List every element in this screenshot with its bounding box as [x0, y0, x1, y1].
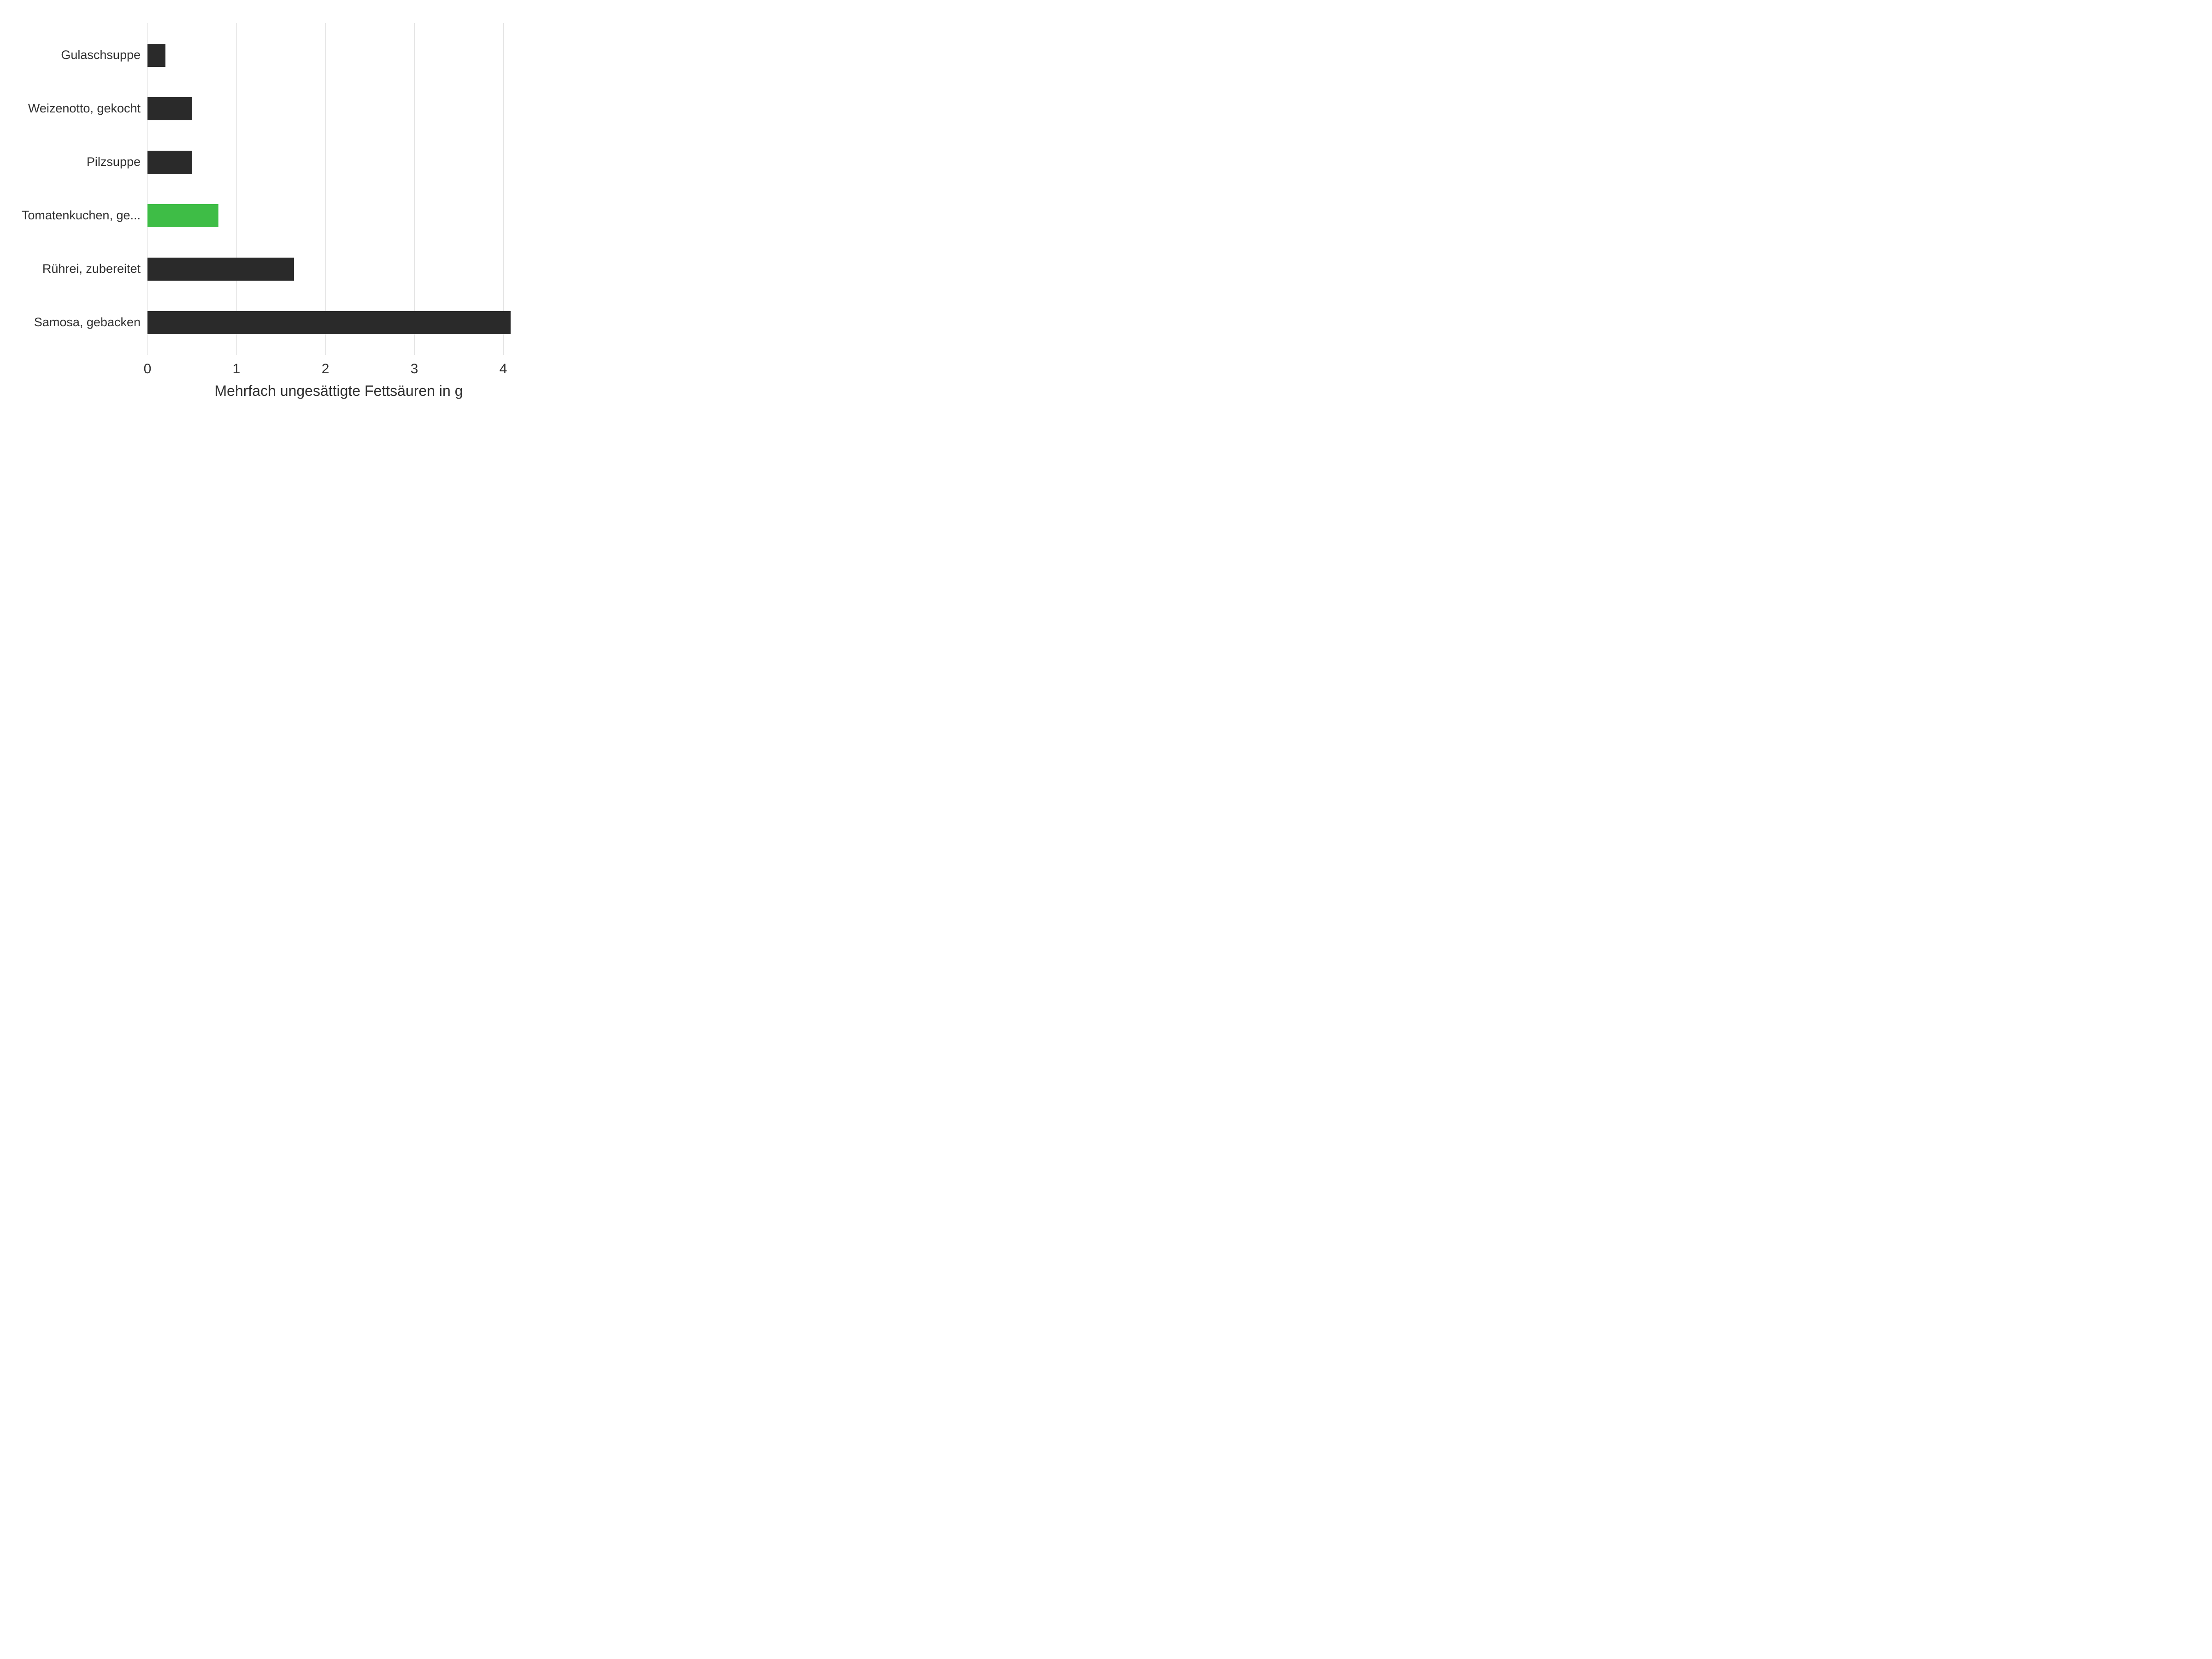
gridline	[414, 23, 415, 355]
bar-row	[147, 97, 530, 120]
bar	[147, 258, 294, 281]
y-category-label: Pilzsuppe	[12, 155, 141, 169]
y-category-label: Rührei, zubereitet	[12, 262, 141, 276]
plot-area: 01234	[147, 23, 530, 355]
x-tick-label: 2	[322, 355, 329, 377]
bar-row	[147, 258, 530, 281]
y-category-label: Weizenotto, gekocht	[12, 102, 141, 116]
bar	[147, 44, 165, 67]
bar-row	[147, 204, 530, 227]
gridline	[147, 23, 148, 355]
chart-container: 01234 Mehrfach ungesättigte Fettsäuren i…	[0, 0, 553, 415]
x-tick-label: 3	[411, 355, 418, 377]
x-axis-title: Mehrfach ungesättigte Fettsäuren in g	[147, 382, 530, 400]
bar	[147, 151, 192, 174]
x-tick-label: 4	[500, 355, 507, 377]
y-category-label: Tomatenkuchen, ge...	[12, 209, 141, 223]
bar-row	[147, 44, 530, 67]
bar	[147, 204, 218, 227]
y-category-label: Samosa, gebacken	[12, 316, 141, 329]
x-tick-label: 0	[144, 355, 152, 377]
bar	[147, 311, 511, 334]
bar-row	[147, 311, 530, 334]
gridline	[503, 23, 504, 355]
bar	[147, 97, 192, 120]
x-tick-label: 1	[233, 355, 241, 377]
bar-row	[147, 151, 530, 174]
gridline	[325, 23, 326, 355]
gridline	[236, 23, 237, 355]
y-category-label: Gulaschsuppe	[12, 48, 141, 62]
